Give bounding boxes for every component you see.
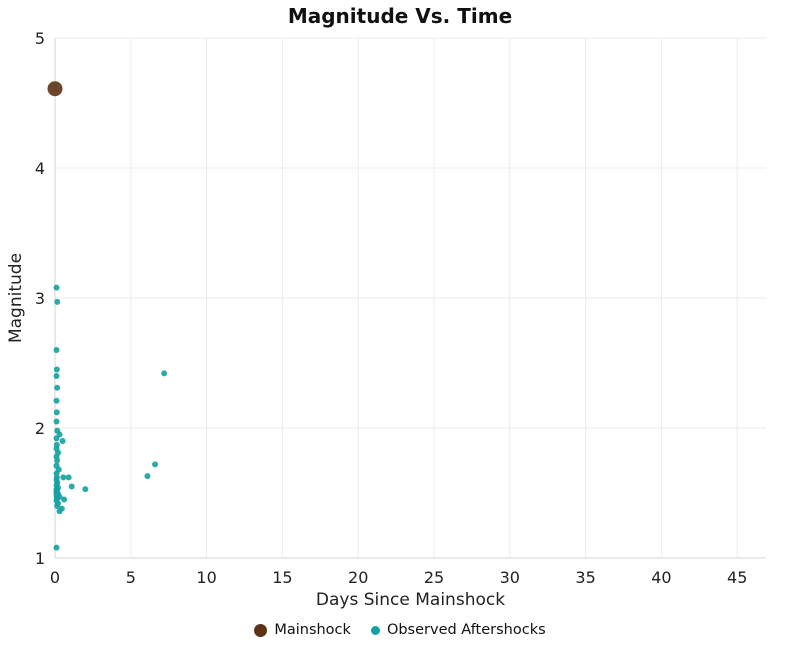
observed-aftershocks-point	[54, 298, 61, 305]
observed-aftershocks-point	[82, 486, 89, 493]
y-tick-label: 3	[35, 289, 45, 308]
observed-aftershocks-point	[54, 503, 61, 509]
legend: Mainshock Observed Aftershocks	[0, 622, 800, 638]
x-axis-label: Days Since Mainshock	[315, 590, 506, 610]
observed-aftershocks-point	[56, 508, 63, 515]
x-tick-label: 20	[348, 568, 368, 587]
observed-aftershocks-point	[59, 438, 66, 444]
observed-aftershocks-point	[53, 366, 60, 373]
mainshock-point	[47, 81, 63, 97]
legend-label-mainshock: Mainshock	[274, 622, 351, 638]
legend-label-aftershocks: Observed Aftershocks	[386, 622, 546, 638]
observed-aftershocks-point	[60, 474, 67, 481]
x-tick-label: 35	[575, 568, 595, 587]
observed-aftershocks-point	[152, 461, 159, 468]
observed-aftershocks-point	[53, 373, 60, 379]
x-tick-label: 5	[126, 568, 136, 587]
x-tick-label: 10	[196, 568, 216, 587]
observed-aftershocks-point	[68, 483, 75, 490]
observed-aftershocks-point	[53, 347, 60, 353]
x-tick-label: 15	[272, 568, 292, 587]
observed-aftershocks-point	[53, 418, 60, 425]
observed-aftershocks-point	[144, 473, 151, 480]
x-tick-label: 0	[50, 568, 60, 587]
x-tick-label: 25	[424, 568, 444, 587]
observed-aftershocks-point	[53, 435, 60, 442]
observed-aftershocks-point	[61, 496, 68, 503]
observed-aftershocks-point	[65, 474, 72, 481]
observed-aftershocks-point	[53, 544, 60, 551]
observed-aftershocks-point	[53, 397, 60, 404]
x-tick-label: 45	[727, 568, 747, 587]
y-tick-label: 4	[35, 159, 45, 178]
observed-aftershocks-point	[54, 457, 61, 464]
observed-aftershocks-point	[53, 284, 60, 291]
x-tick-label: 40	[651, 568, 671, 587]
y-tick-label: 2	[35, 419, 45, 438]
legend-item-mainshock: Mainshock	[254, 622, 351, 638]
y-tick-label: 5	[35, 29, 45, 48]
mainshock-legend-marker-icon	[254, 623, 268, 637]
observed-aftershocks-point	[54, 384, 61, 391]
x-tick-label: 30	[500, 568, 520, 587]
chart-title: Magnitude Vs. Time	[287, 4, 513, 28]
observed-aftershocks-point	[53, 409, 60, 416]
observed-aftershocks-point	[161, 370, 168, 377]
y-axis-label: Magnitude	[6, 252, 26, 344]
aftershocks-legend-marker-icon	[370, 625, 380, 635]
y-tick-label: 1	[35, 549, 45, 568]
legend-item-aftershocks: Observed Aftershocks	[370, 622, 546, 638]
